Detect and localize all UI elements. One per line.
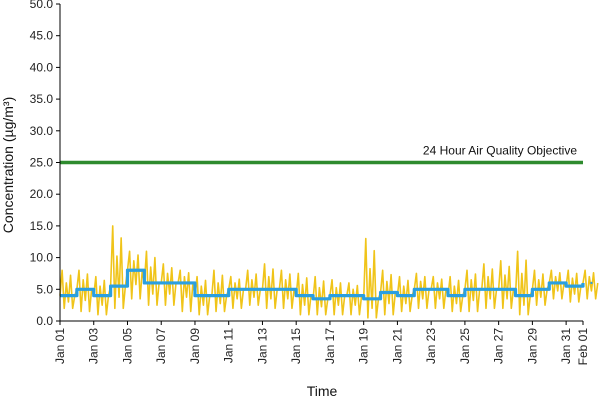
x-tick-label: Jan 29	[525, 328, 539, 364]
daily-point	[489, 288, 492, 291]
daily-point	[117, 284, 121, 288]
x-tick-label: Jan 11	[222, 328, 236, 363]
y-tick-label: 20.0	[30, 187, 54, 201]
daily-point	[505, 288, 509, 291]
x-tick-label: Jan 19	[357, 328, 371, 364]
x-tick-label: Jan 31	[559, 328, 573, 364]
y-tick-label: 0.0	[36, 314, 53, 328]
daily-point	[590, 281, 593, 285]
daily-point	[472, 288, 475, 291]
x-tick-label: Jan 09	[188, 328, 202, 364]
daily-point	[303, 294, 306, 297]
daily-point	[455, 294, 458, 297]
daily-point	[438, 288, 441, 291]
x-tick-label: Jan 23	[424, 328, 438, 364]
y-tick-label: 35.0	[30, 92, 54, 106]
x-tick-label: Feb 01	[576, 328, 590, 366]
daily-point	[539, 288, 543, 291]
y-tick-label: 30.0	[30, 124, 54, 138]
daily-point	[354, 294, 357, 297]
x-tick-label: Jan 07	[154, 328, 168, 364]
x-tick-label: Jan 15	[289, 328, 303, 364]
daily-point	[185, 281, 188, 285]
daily-point	[252, 288, 256, 291]
daily-point	[556, 281, 559, 285]
y-tick-label: 50.0	[30, 0, 54, 11]
x-tick-label: Jan 21	[390, 328, 404, 364]
daily-point	[573, 284, 576, 288]
x-tick-label: Jan 05	[120, 328, 134, 364]
daily-point	[134, 269, 138, 272]
daily-point	[370, 297, 374, 301]
x-tick-label: Jan 25	[458, 328, 472, 364]
y-tick-label: 45.0	[30, 29, 54, 43]
objective-label: 24 Hour Air Quality Objective	[423, 144, 577, 158]
daily-point	[151, 281, 154, 285]
y-tick-label: 25.0	[30, 156, 54, 170]
daily-point	[522, 294, 526, 297]
x-tick-label: Jan 03	[87, 328, 101, 364]
daily-point	[168, 281, 171, 285]
x-axis-ticks: Jan 01 Jan 03 Jan 05 Jan 07 Jan 09 Jan 11 Jan …	[53, 321, 590, 365]
daily-point	[337, 294, 340, 297]
daily-point	[421, 288, 424, 291]
x-tick-label: Jan 01	[53, 328, 67, 364]
x-tick-label: Jan 13	[255, 328, 269, 364]
daily-point	[404, 294, 408, 297]
daily-point	[84, 288, 87, 291]
daily-point	[286, 288, 289, 291]
y-tick-label: 40.0	[30, 60, 54, 74]
daily-point	[269, 288, 273, 291]
daily-point	[202, 294, 205, 297]
x-axis-title: Time	[307, 383, 338, 399]
daily-point	[67, 294, 70, 297]
y-axis-ticks: 0.0 5.0 10.0 15.0 20.0 25.0 30.0 35.0 40.0 45.0 50…	[30, 0, 60, 328]
daily-point	[320, 297, 323, 301]
daily-series	[60, 268, 593, 301]
daily-point	[219, 294, 222, 297]
y-tick-label: 15.0	[30, 219, 54, 233]
y-tick-label: 5.0	[36, 282, 53, 296]
daily-point	[100, 294, 104, 297]
daily-point	[387, 291, 391, 294]
y-axis-title: Concentration (µg/m³)	[0, 97, 16, 233]
daily-line	[60, 268, 585, 301]
x-tick-label: Jan 27	[492, 328, 506, 364]
y-tick-label: 10.0	[30, 251, 54, 265]
x-tick-label: Jan 17	[323, 328, 337, 364]
daily-point	[235, 288, 239, 291]
